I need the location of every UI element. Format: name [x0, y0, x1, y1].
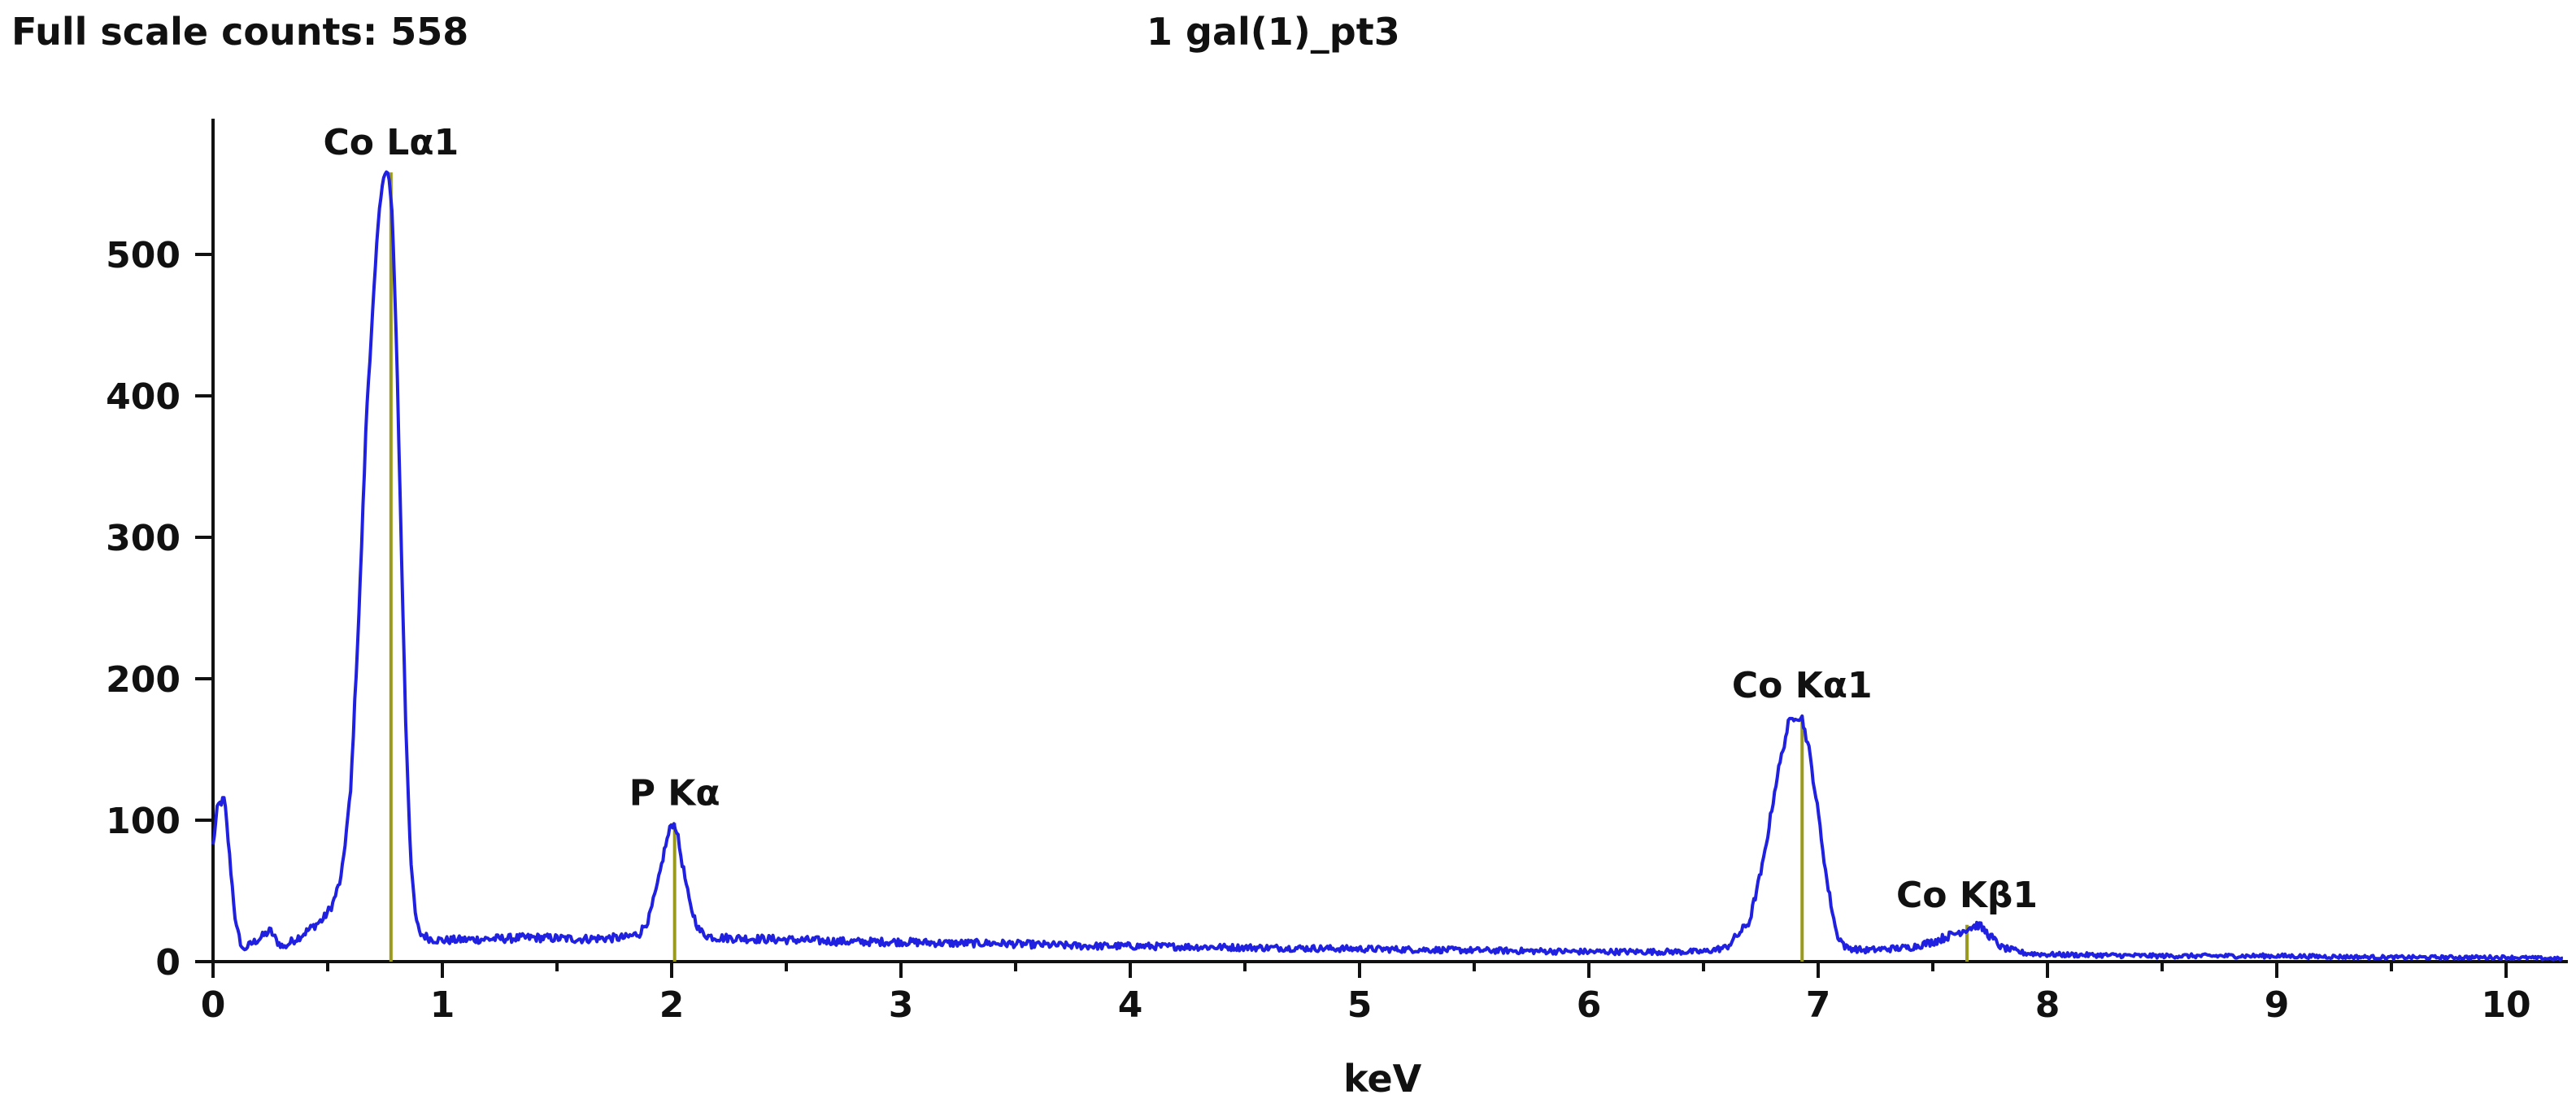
peak-label: Co Kβ1	[1896, 875, 2038, 916]
full-scale-counts: Full scale counts: 558	[11, 10, 469, 54]
y-tick-label: 400	[106, 376, 181, 418]
y-tick-label: 0	[155, 942, 181, 984]
x-tick-label: 0	[201, 984, 226, 1026]
peak-labels: Co Lα1 P Kα Co Kα1 Co Kβ1	[323, 122, 2038, 916]
y-tick-label: 200	[106, 659, 181, 701]
x-tick-label: 7	[1806, 984, 1831, 1026]
spectrum-title: 1 gal(1)_pt3	[1147, 10, 1400, 54]
x-axis-label: keV	[1343, 1057, 1422, 1101]
peak-label: Co Lα1	[323, 122, 459, 163]
x-tick-label: 6	[1577, 984, 1602, 1026]
peak-label: P Kα	[629, 772, 720, 814]
y-tick-label: 500	[106, 235, 181, 276]
x-tick-label: 2	[659, 984, 685, 1026]
x-tick-label: 1	[430, 984, 455, 1026]
x-tick-label: 3	[889, 984, 914, 1026]
peak-markers	[389, 172, 1969, 962]
x-tick-label: 8	[2035, 984, 2060, 1026]
peak-label: Co Kα1	[1732, 665, 1873, 706]
y-tick-label: 100	[106, 801, 181, 842]
x-tick-label: 5	[1347, 984, 1373, 1026]
x-tick-label: 4	[1118, 984, 1143, 1026]
spectrum-line	[211, 170, 2564, 962]
y-tick-label: 300	[106, 518, 181, 559]
axes: 0 100 200 300 400 500 0 1 2 3 4 5 6 7 8 9 10 keV	[106, 119, 2568, 1101]
spectrum-layer	[211, 170, 2564, 962]
x-tick-label: 9	[2265, 984, 2290, 1026]
x-tick-label: 10	[2481, 984, 2530, 1026]
